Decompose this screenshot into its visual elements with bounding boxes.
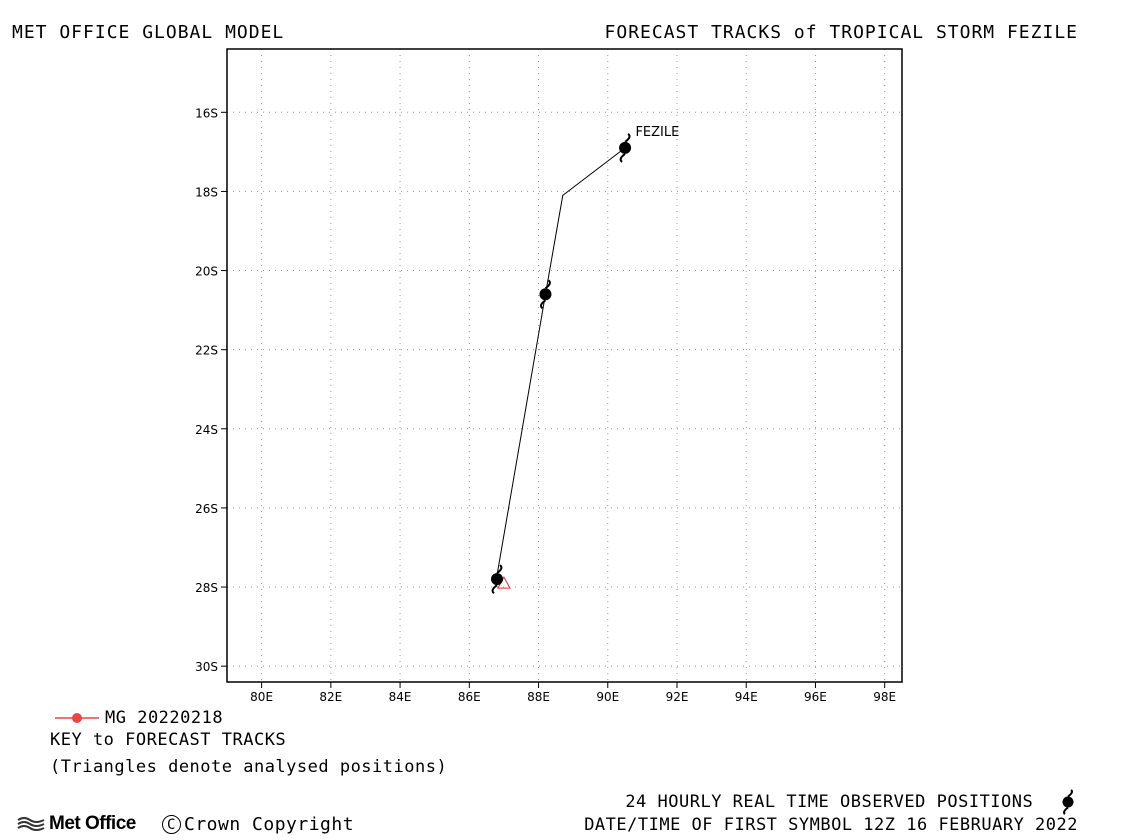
x-tick-label: 98E xyxy=(873,690,896,704)
copyright-text: Crown Copyright xyxy=(184,814,355,835)
x-tick-label: 92E xyxy=(666,690,689,704)
y-tick-label: 16S xyxy=(195,106,218,120)
met-office-logo-icon xyxy=(17,817,45,831)
observed-cyclone-symbol xyxy=(491,564,503,594)
forecast-track-line xyxy=(496,147,626,576)
legend-key-title: KEY to FORECAST TRACKS xyxy=(50,730,287,750)
legend-track-entry: MG 20220218 xyxy=(55,708,223,728)
plot-frame xyxy=(226,48,903,683)
legend-key-note: (Triangles denote analysed positions) xyxy=(50,757,448,777)
y-tick-label: 20S xyxy=(195,265,218,279)
x-tick-label: 96E xyxy=(804,690,827,704)
copyright-notice: C Crown Copyright xyxy=(162,814,354,835)
copyright-symbol-icon: C xyxy=(162,815,181,834)
first-symbol-datetime: DATE/TIME OF FIRST SYMBOL 12Z 16 FEBRUAR… xyxy=(584,815,1078,835)
met-office-logo: Met Office xyxy=(16,813,136,835)
x-tick-label: 86E xyxy=(458,690,481,704)
x-tick-label: 94E xyxy=(735,690,758,704)
header-left-title: MET OFFICE GLOBAL MODEL xyxy=(12,22,285,43)
observed-cyclone-symbol xyxy=(619,133,632,163)
legend-track-marker xyxy=(55,713,99,723)
x-tick-label: 82E xyxy=(319,690,342,704)
y-tick-label: 30S xyxy=(195,660,218,674)
y-tick-label: 18S xyxy=(195,185,218,199)
x-tick-label: 88E xyxy=(527,690,550,704)
x-tick-label: 84E xyxy=(389,690,412,704)
met-office-logo-text: Met Office xyxy=(49,813,136,834)
storm-name-label: FEZILE xyxy=(635,125,679,140)
observed-positions-label: 24 HOURLY REAL TIME OBSERVED POSITIONS xyxy=(625,789,1078,815)
x-tick-label: 90E xyxy=(596,690,619,704)
observed-positions-text: 24 HOURLY REAL TIME OBSERVED POSITIONS xyxy=(625,792,1034,812)
observed-cyclone-symbol xyxy=(539,279,552,310)
header-right-title: FORECAST TRACKS of TROPICAL STORM FEZILE xyxy=(604,22,1078,43)
y-tick-label: 26S xyxy=(195,502,218,516)
cyclone-symbol-icon xyxy=(1062,789,1074,815)
y-tick-label: 24S xyxy=(195,423,218,437)
y-tick-label: 22S xyxy=(195,344,218,358)
y-tick-label: 28S xyxy=(195,581,218,595)
x-tick-label: 80E xyxy=(250,690,273,704)
legend-track-label: MG 20220218 xyxy=(105,708,224,728)
